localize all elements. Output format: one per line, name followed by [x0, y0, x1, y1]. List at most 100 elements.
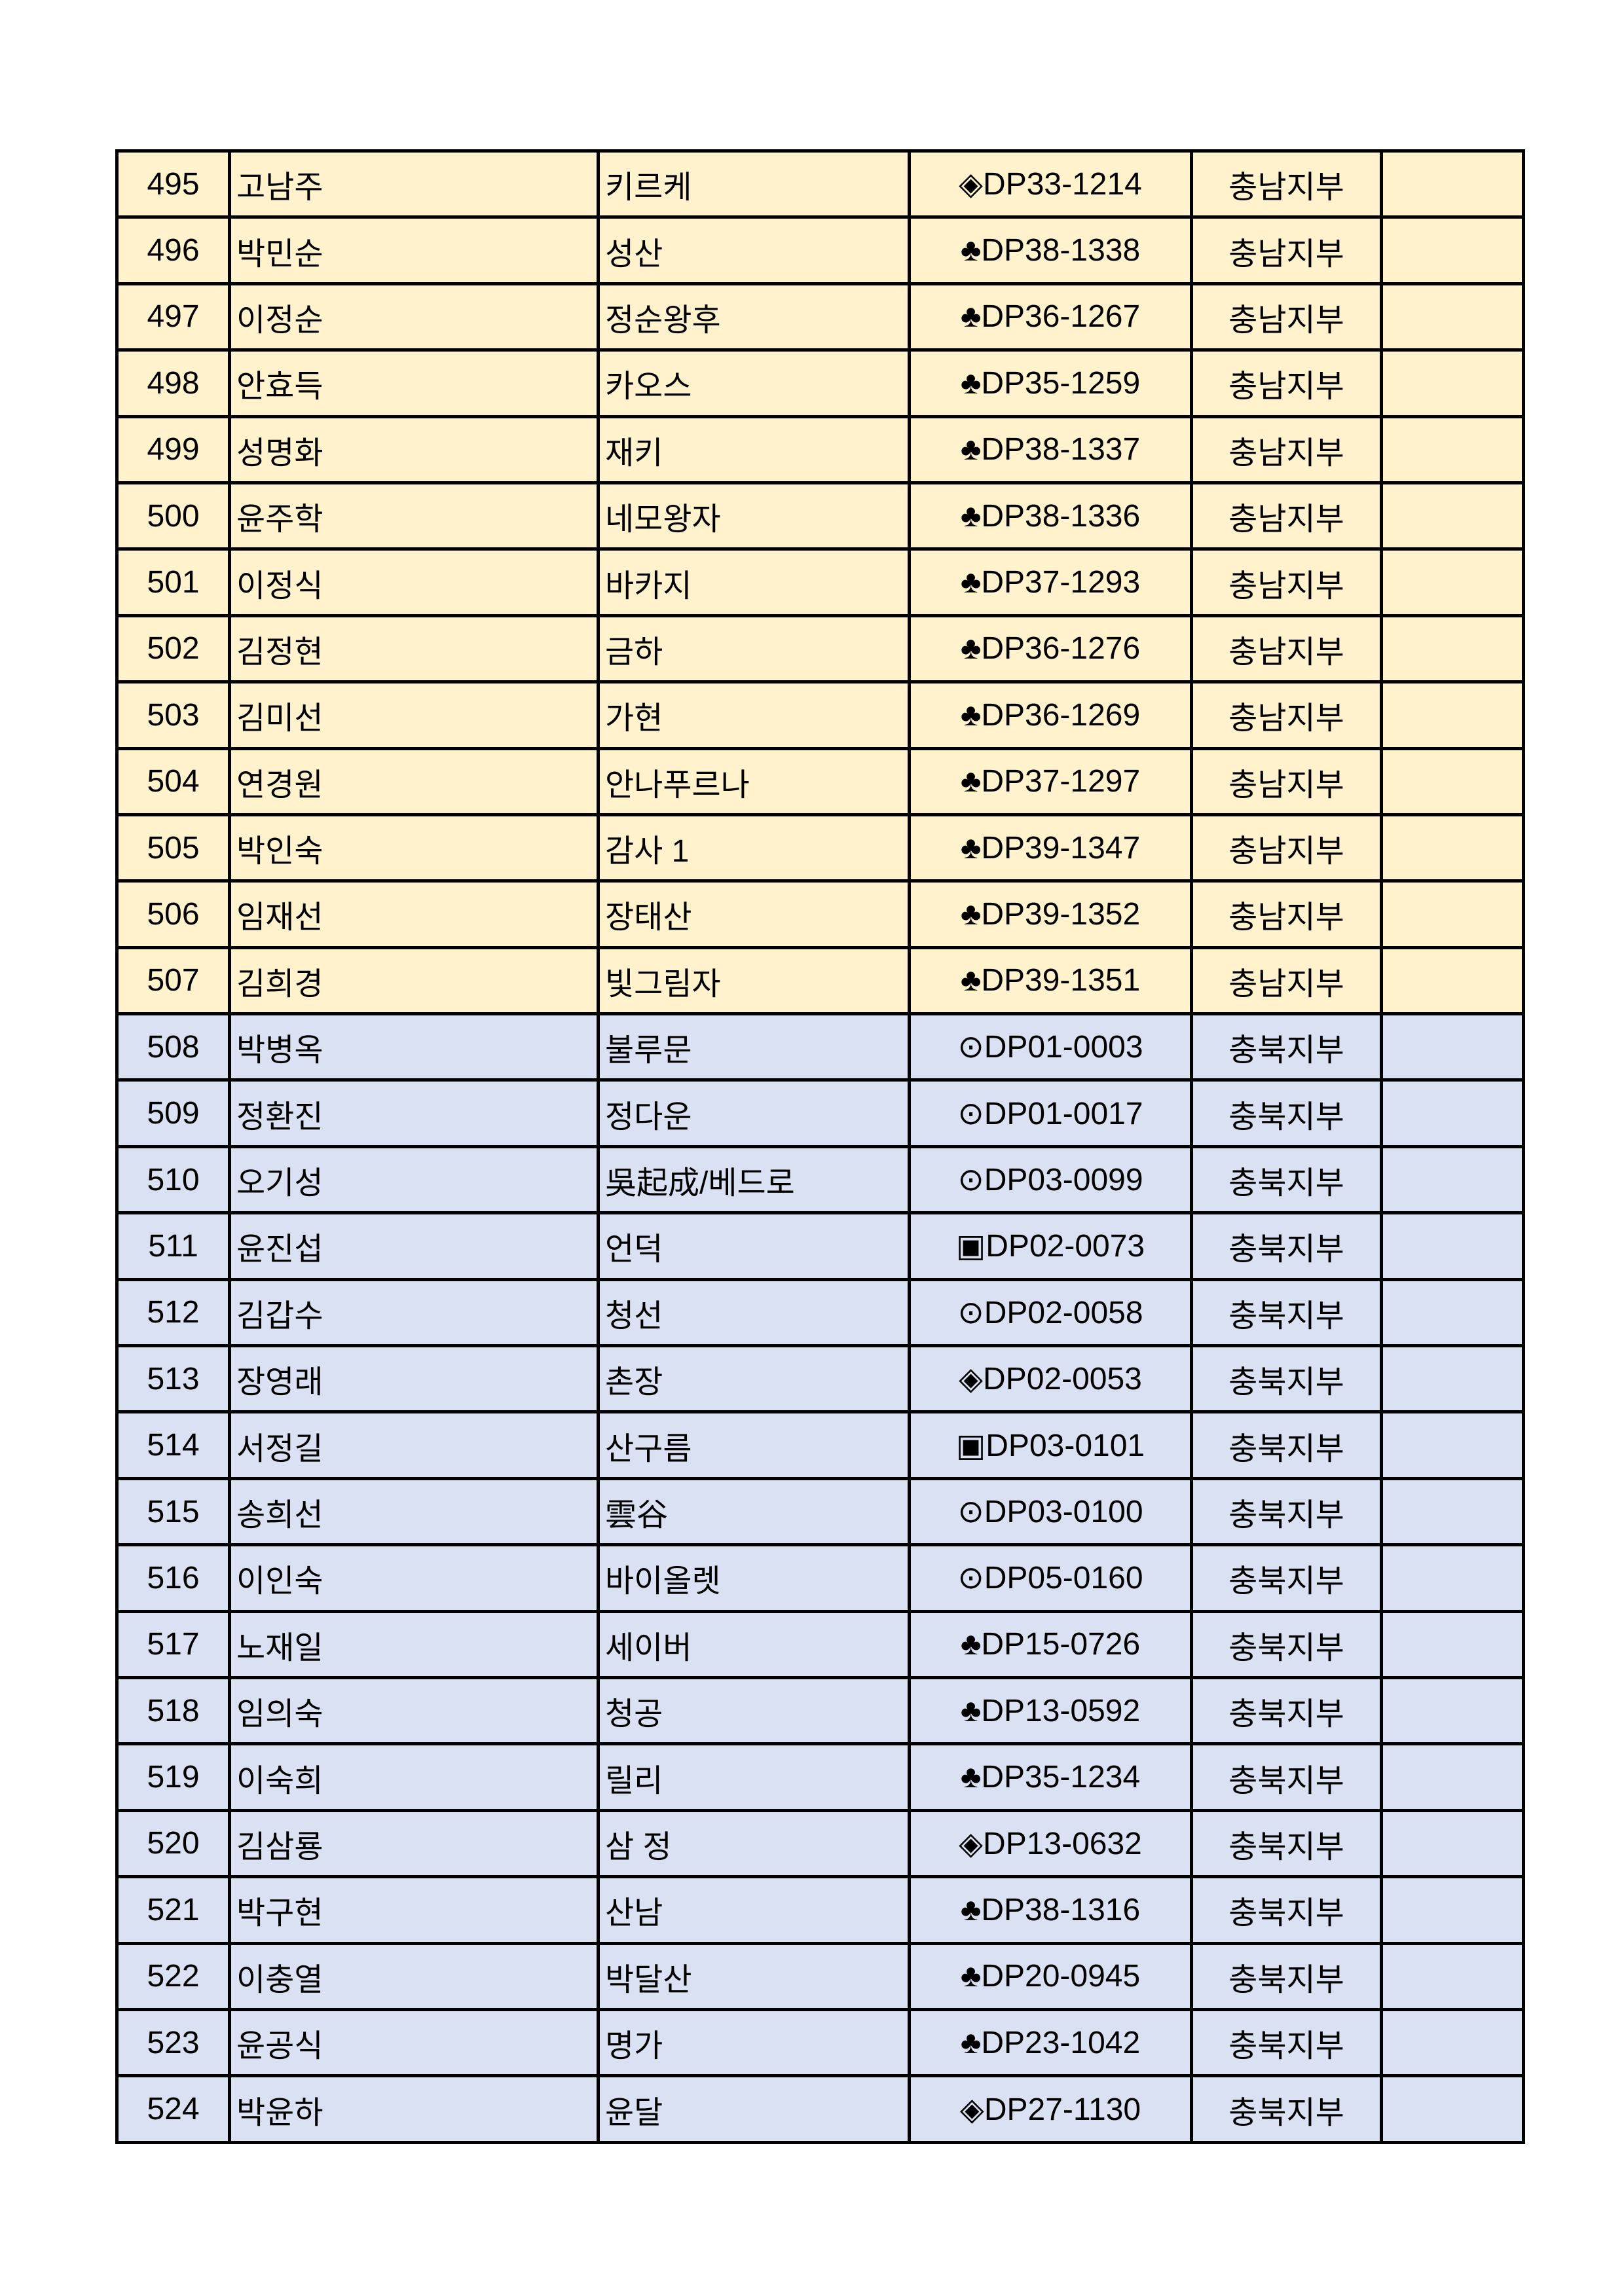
- branch-name: 충북지부: [1190, 1078, 1383, 1148]
- member-alias: 네모왕자: [597, 481, 911, 551]
- note-cell: [1380, 2007, 1525, 2078]
- table-row: 517 노재일 세이버 ♣DP15-0726 충북지부: [115, 1609, 1525, 1679]
- member-code: ♣DP36-1276: [908, 613, 1193, 684]
- table-row: 523 윤공식 명가 ♣DP23-1042 충북지부: [115, 2007, 1525, 2078]
- member-code: ▣DP03-0101: [908, 1410, 1193, 1480]
- member-name: 정환진: [228, 1078, 600, 1148]
- row-number: 501: [115, 547, 231, 617]
- member-code: ♣DP38-1316: [908, 1875, 1193, 1945]
- member-name: 박윤하: [228, 2074, 600, 2144]
- note-cell: [1380, 1675, 1525, 1746]
- member-code: ⊙DP03-0100: [908, 1476, 1193, 1547]
- table-row: 495 고남주 키르케 ◈DP33-1214 충남지부: [115, 149, 1525, 219]
- member-name: 이숙희: [228, 1742, 600, 1812]
- member-code: ♣DP39-1352: [908, 879, 1193, 949]
- row-number: 508: [115, 1012, 231, 1082]
- table-row: 513 장영래 촌장 ◈DP02-0053 충북지부: [115, 1344, 1525, 1414]
- member-name: 박민순: [228, 215, 600, 285]
- note-cell: [1380, 945, 1525, 1016]
- member-code: ♣DP39-1351: [908, 945, 1193, 1016]
- row-number: 517: [115, 1609, 231, 1679]
- table-row: 497 이정순 정순왕후 ♣DP36-1267 충남지부: [115, 282, 1525, 352]
- member-alias: 청선: [597, 1277, 911, 1348]
- member-name: 박구현: [228, 1875, 600, 1945]
- branch-name: 충북지부: [1190, 1875, 1383, 1945]
- member-name: 윤공식: [228, 2007, 600, 2078]
- branch-name: 충남지부: [1190, 680, 1383, 750]
- table-row: 507 김희경 빛그림자 ♣DP39-1351 충남지부: [115, 945, 1525, 1016]
- member-name: 박인숙: [228, 812, 600, 883]
- row-number: 522: [115, 1941, 231, 2011]
- member-code: ⊙DP02-0058: [908, 1277, 1193, 1348]
- table-row: 509 정환진 정다운 ⊙DP01-0017 충북지부: [115, 1078, 1525, 1148]
- member-name: 성명화: [228, 414, 600, 484]
- member-alias: 감사 1: [597, 812, 911, 883]
- branch-name: 충북지부: [1190, 1742, 1383, 1812]
- member-alias: 촌장: [597, 1344, 911, 1414]
- row-number: 516: [115, 1543, 231, 1613]
- row-number: 503: [115, 680, 231, 750]
- table-row: 505 박인숙 감사 1 ♣DP39-1347 충남지부: [115, 812, 1525, 883]
- table-row: 504 연경원 안나푸르나 ♣DP37-1297 충남지부: [115, 746, 1525, 816]
- table-row: 516 이인숙 바이올렛 ⊙DP05-0160 충북지부: [115, 1543, 1525, 1613]
- member-name: 안효득: [228, 348, 600, 418]
- member-alias: 성산: [597, 215, 911, 285]
- row-number: 512: [115, 1277, 231, 1348]
- note-cell: [1380, 1078, 1525, 1148]
- table-row: 511 윤진섭 언덕 ▣DP02-0073 충북지부: [115, 1211, 1525, 1281]
- member-code: ▣DP02-0073: [908, 1211, 1193, 1281]
- member-name: 이인숙: [228, 1543, 600, 1613]
- member-alias: 재키: [597, 414, 911, 484]
- table-row: 520 김삼룡 삼 정 ◈DP13-0632 충북지부: [115, 1808, 1525, 1879]
- member-code: ♣DP37-1297: [908, 746, 1193, 816]
- member-alias: 박달산: [597, 1941, 911, 2011]
- row-number: 497: [115, 282, 231, 352]
- member-alias: 윤달: [597, 2074, 911, 2144]
- table-row: 512 김갑수 청선 ⊙DP02-0058 충북지부: [115, 1277, 1525, 1348]
- row-number: 507: [115, 945, 231, 1016]
- member-code: ♣DP38-1338: [908, 215, 1193, 285]
- table-row: 519 이숙희 릴리 ♣DP35-1234 충북지부: [115, 1742, 1525, 1812]
- table-row: 499 성명화 재키 ♣DP38-1337 충남지부: [115, 414, 1525, 484]
- note-cell: [1380, 1543, 1525, 1613]
- member-table: 495 고남주 키르케 ◈DP33-1214 충남지부 496 박민순 성산 ♣DP38-133…: [115, 149, 1525, 2144]
- row-number: 524: [115, 2074, 231, 2144]
- branch-name: 충남지부: [1190, 414, 1383, 484]
- member-name: 김미선: [228, 680, 600, 750]
- branch-name: 충남지부: [1190, 215, 1383, 285]
- row-number: 506: [115, 879, 231, 949]
- member-code: ♣DP36-1267: [908, 282, 1193, 352]
- member-code: ◈DP27-1130: [908, 2074, 1193, 2144]
- branch-name: 충남지부: [1190, 812, 1383, 883]
- member-code: ⊙DP01-0017: [908, 1078, 1193, 1148]
- branch-name: 충남지부: [1190, 282, 1383, 352]
- row-number: 505: [115, 812, 231, 883]
- table-row: 524 박윤하 윤달 ◈DP27-1130 충북지부: [115, 2074, 1525, 2144]
- row-number: 500: [115, 481, 231, 551]
- table-row: 506 임재선 장태산 ♣DP39-1352 충남지부: [115, 879, 1525, 949]
- branch-name: 충북지부: [1190, 1675, 1383, 1746]
- member-name: 김삼룡: [228, 1808, 600, 1879]
- row-number: 510: [115, 1144, 231, 1215]
- member-code: ♣DP13-0592: [908, 1675, 1193, 1746]
- table-row: 498 안효득 카오스 ♣DP35-1259 충남지부: [115, 348, 1525, 418]
- note-cell: [1380, 1941, 1525, 2011]
- branch-name: 충남지부: [1190, 879, 1383, 949]
- row-number: 496: [115, 215, 231, 285]
- row-number: 513: [115, 1344, 231, 1414]
- row-number: 514: [115, 1410, 231, 1480]
- note-cell: [1380, 1808, 1525, 1879]
- member-code: ♣DP39-1347: [908, 812, 1193, 883]
- member-name: 오기성: [228, 1144, 600, 1215]
- row-number: 520: [115, 1808, 231, 1879]
- row-number: 511: [115, 1211, 231, 1281]
- note-cell: [1380, 414, 1525, 484]
- note-cell: [1380, 879, 1525, 949]
- member-alias: 릴리: [597, 1742, 911, 1812]
- member-code: ◈DP33-1214: [908, 149, 1193, 219]
- branch-name: 충북지부: [1190, 1012, 1383, 1082]
- member-name: 이정순: [228, 282, 600, 352]
- member-name: 박병옥: [228, 1012, 600, 1082]
- member-alias: 불루문: [597, 1012, 911, 1082]
- member-name: 이정식: [228, 547, 600, 617]
